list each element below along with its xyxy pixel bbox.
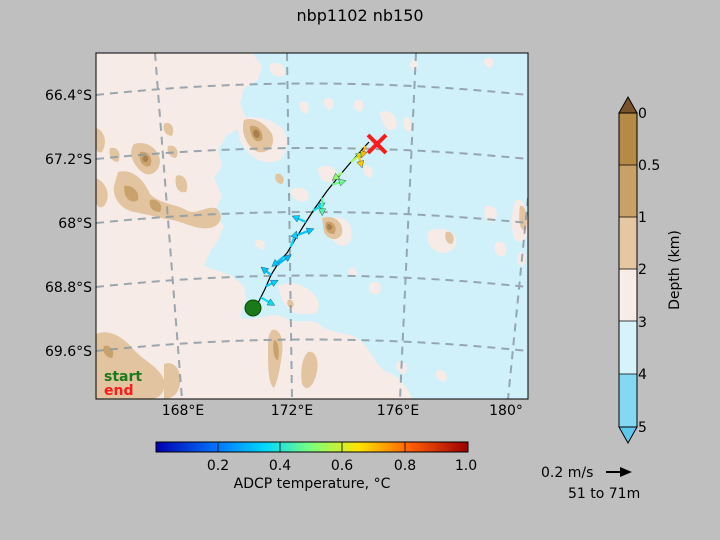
lat-label: 66.4°S: [45, 88, 92, 104]
depth-colorbar-frame: [618, 112, 638, 428]
vector-key-depth-range: 51 to 71m: [568, 486, 640, 502]
depth-colorbar-bottom-extension: [618, 426, 638, 445]
temp-tick-label: 0.8: [394, 458, 416, 474]
current-vector-arrow: [331, 171, 343, 181]
depth-colorbar: 0 0.5 1 2 3 4 5 Depth (km): [618, 95, 683, 445]
current-vector-arrow: [360, 145, 368, 159]
depth-band: [619, 217, 637, 269]
depth-tick-label: 2: [638, 262, 647, 278]
current-vector-arrow: [318, 197, 327, 217]
lat-label: 69.6°S: [45, 344, 92, 360]
depth-tick-label: 5: [638, 420, 647, 436]
figure-title: nbp1102 nb150: [296, 6, 423, 25]
graticule: [96, 53, 528, 399]
depth-tick-label: 0.5: [638, 158, 660, 174]
track-end-marker: [366, 133, 388, 155]
current-vector-arrow: [260, 296, 276, 306]
depth-tick-label: 4: [638, 367, 647, 383]
lon-label: 180°: [489, 403, 523, 419]
current-vector-arrow: [331, 178, 347, 187]
depth-band: [619, 321, 637, 374]
map-frame: [95, 52, 529, 400]
temperature-colorbar: 0.2 0.4 0.6 0.8 1.0 ADCP temperature, °C: [155, 441, 477, 492]
temp-tick-label: 0.2: [207, 458, 229, 474]
depth-tick-label: 0: [638, 106, 647, 122]
vector-key-speed: 0.2 m/s: [541, 465, 593, 481]
depth-tick-label: 1: [638, 210, 647, 226]
depth-colorbar-label: Depth (km): [667, 230, 683, 310]
legend-end: end: [104, 383, 133, 399]
current-vector-arrow: [297, 227, 315, 236]
longitude-labels: 168°E 172°E 176°E 180°: [162, 403, 523, 419]
vector-key-arrow: [606, 467, 632, 477]
temperature-colorbar-label: ADCP temperature, °C: [234, 476, 391, 492]
latitude-labels: 66.4°S 67.2°S 68°S 68.8°S 69.6°S: [45, 88, 92, 360]
depth-colorbar-dividers: [619, 164, 637, 375]
lat-label: 67.2°S: [45, 152, 92, 168]
current-vector-arrow: [260, 266, 272, 276]
temperature-colorbar-gradient: [155, 441, 469, 453]
land-peak: [142, 129, 333, 230]
depth-band: [619, 165, 637, 217]
current-vector-arrow: [289, 230, 298, 248]
track-start-marker: [244, 299, 262, 317]
temp-tick-label: 1.0: [455, 458, 477, 474]
temperature-colorbar-dividers: [217, 442, 406, 452]
depth-band: [619, 113, 637, 165]
lon-label: 168°E: [162, 403, 205, 419]
lat-label: 68.8°S: [45, 280, 92, 296]
map-panel: start end 66.4°S 67.2°S 68°S 68.8°S 69.6…: [45, 52, 529, 419]
depth-band: [619, 374, 637, 427]
temp-tick-label: 0.6: [331, 458, 353, 474]
vector-key: 0.2 m/s 51 to 71m: [541, 465, 640, 502]
current-vector-arrow: [271, 255, 285, 267]
lon-label: 172°E: [271, 403, 314, 419]
current-vector-arrow: [356, 153, 364, 169]
current-vector-arrow: [291, 215, 307, 224]
lat-label: 68°S: [58, 216, 92, 232]
current-vector-arrow: [265, 280, 279, 288]
depth-colorbar-top-extension: [618, 95, 638, 114]
depth-tick-label: 3: [638, 315, 647, 331]
temp-tick-label: 0.4: [269, 458, 291, 474]
current-vectors: [260, 145, 368, 306]
legend-start: start: [104, 369, 142, 385]
depth-band: [619, 269, 637, 321]
lon-label: 176°E: [377, 403, 420, 419]
current-vector-arrow: [276, 254, 292, 266]
